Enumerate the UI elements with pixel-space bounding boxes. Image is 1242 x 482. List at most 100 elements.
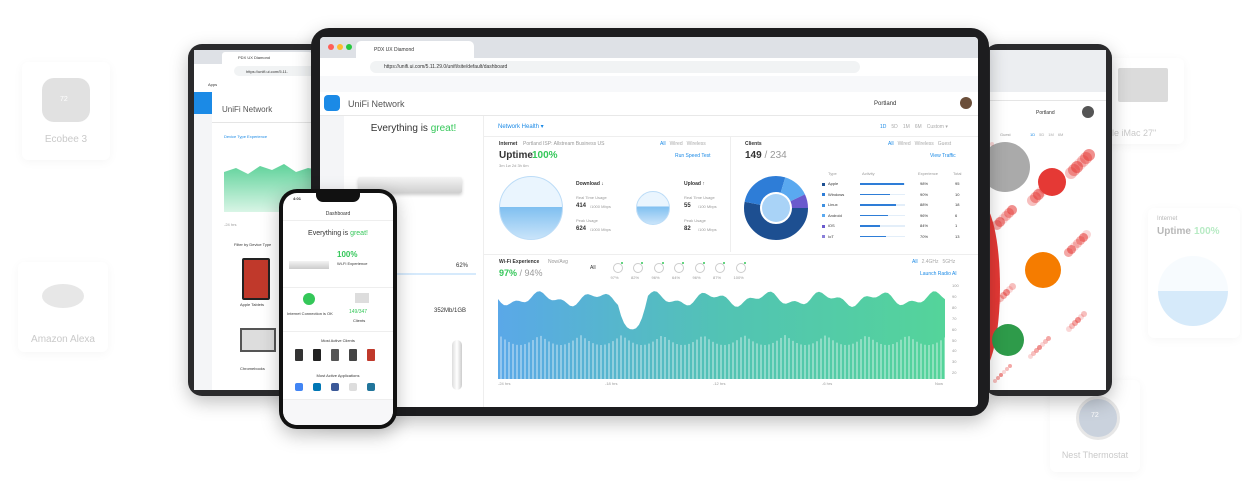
- uptime-gauge: [1158, 256, 1228, 326]
- filter-button[interactable]: All: [912, 259, 918, 265]
- wifi-bar: [560, 344, 562, 379]
- activity-track: [860, 225, 905, 227]
- label[interactable]: View Traffic: [930, 153, 956, 159]
- filter-button[interactable]: Wireless: [686, 141, 706, 147]
- label[interactable]: 82%: [631, 275, 640, 280]
- filter-button[interactable]: 6M: [1057, 132, 1064, 137]
- band-filters: All 2.4GHz 5GHz: [912, 259, 959, 265]
- wifi-bar: [812, 343, 814, 379]
- bubble: [994, 298, 1001, 305]
- label: /1000 Mbps: [590, 204, 611, 209]
- label: UniFi Network: [222, 105, 273, 114]
- address-bar[interactable]: [370, 61, 860, 73]
- wifi-bar: [548, 341, 550, 379]
- wifi-bar: [684, 344, 686, 379]
- label: /100 Mbps: [698, 204, 717, 209]
- wifi-bar: [920, 343, 922, 379]
- wifi-bar: [652, 341, 654, 379]
- label[interactable]: Run Speed Test: [675, 153, 711, 159]
- main-screen: PDX UX Diamond https://unifi.ui.com/5.11…: [320, 37, 978, 407]
- wifi-bar: [680, 344, 682, 379]
- imac-device: [1118, 68, 1168, 102]
- filter-button[interactable]: 6M: [914, 124, 922, 130]
- filter-button[interactable]: 1D: [1030, 132, 1036, 137]
- filter-button[interactable]: All: [888, 141, 894, 147]
- close[interactable]: [328, 44, 334, 50]
- nest-device: [1076, 396, 1120, 440]
- cpu-bar: [396, 273, 476, 275]
- label[interactable]: 100%: [733, 275, 744, 280]
- filter-button[interactable]: 1M: [902, 124, 910, 130]
- filter-button[interactable]: Wired: [669, 141, 683, 147]
- avatar[interactable]: [960, 97, 972, 109]
- label: Real Time Usage: [576, 195, 607, 200]
- label: Dashboard: [325, 211, 351, 217]
- avatar[interactable]: [1082, 106, 1094, 118]
- label[interactable]: All: [590, 265, 596, 271]
- label: -24 hrs: [498, 381, 511, 386]
- divider: [730, 137, 731, 252]
- filter-button[interactable]: 5GHz: [942, 259, 956, 265]
- address-bar[interactable]: [234, 66, 332, 76]
- label: Device Type Experience: [224, 134, 268, 139]
- label: Clients: [353, 318, 366, 323]
- bubble: [1006, 286, 1013, 293]
- label[interactable]: 97%: [610, 275, 619, 280]
- filter-button[interactable]: 2.4GHz: [921, 259, 939, 265]
- label[interactable]: 87%: [713, 275, 722, 280]
- minimize[interactable]: [337, 44, 343, 50]
- label: 100%: [337, 250, 358, 259]
- wifi-bar: [588, 340, 590, 379]
- wifi-bar: [944, 337, 946, 379]
- wifi-bar: [504, 339, 506, 379]
- wifi-bar: [752, 341, 754, 379]
- wifi-bar: [844, 344, 846, 379]
- bubble: [1009, 283, 1016, 290]
- filter-button[interactable]: Wired: [897, 141, 911, 147]
- filter-button[interactable]: 5D: [1039, 132, 1045, 137]
- wifi-bar: [776, 340, 778, 379]
- label: 72: [60, 96, 68, 103]
- tab[interactable]: [356, 41, 474, 58]
- label: https://unifi.ui.com/5.11.29.0/unifi/sit…: [384, 64, 508, 70]
- maximize[interactable]: [346, 44, 352, 50]
- label: Everything is: [370, 123, 431, 134]
- segment: [744, 176, 808, 240]
- filter-button[interactable]: 1M: [1048, 132, 1054, 137]
- internet-icon: [303, 293, 315, 305]
- label: Windows: [828, 191, 845, 197]
- label: 40: [952, 348, 957, 354]
- wifi-bar: [940, 340, 942, 379]
- label: Most Active Applications: [316, 373, 360, 378]
- filter-button[interactable]: 1D: [880, 124, 887, 130]
- ap-status: [743, 262, 746, 264]
- filter-button[interactable]: Wireless: [914, 141, 934, 147]
- label[interactable]: 96%: [651, 275, 660, 280]
- wifi-bar: [628, 340, 630, 379]
- filter-button[interactable]: Guest: [937, 141, 952, 147]
- bubble: [1034, 348, 1039, 353]
- wifi-bar: [900, 339, 902, 379]
- label[interactable]: 64%: [672, 275, 681, 280]
- bubble: [1066, 326, 1072, 332]
- label[interactable]: Launch Radio AI: [920, 271, 957, 277]
- logo: [194, 92, 212, 114]
- label: -12 hrs: [713, 381, 726, 386]
- wifi-bar: [740, 337, 742, 379]
- label: -18 hrs: [605, 381, 618, 386]
- wifi-bar: [536, 337, 538, 379]
- filter-button[interactable]: All: [660, 141, 666, 147]
- download-gauge: [499, 176, 563, 240]
- health-bar: [483, 116, 978, 137]
- wifi-bar: [520, 344, 522, 379]
- wifi-bar: [852, 343, 854, 379]
- tab[interactable]: [222, 52, 312, 64]
- logo[interactable]: [324, 95, 340, 111]
- filter-button[interactable]: Custom ▾: [926, 124, 948, 130]
- label: Uptime: [499, 150, 533, 161]
- label[interactable]: 96%: [692, 275, 701, 280]
- bubble: [1038, 168, 1066, 196]
- filter-button[interactable]: 5D: [891, 124, 898, 130]
- bubble: [1067, 245, 1076, 254]
- label[interactable]: Network Health ▾: [498, 124, 544, 130]
